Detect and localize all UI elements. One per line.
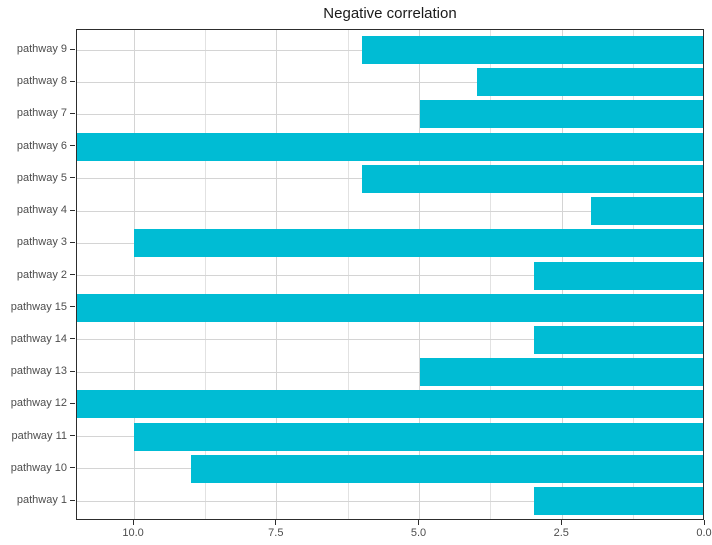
y-tick-label: pathway 4 <box>16 204 67 217</box>
y-tick-mark <box>70 112 75 114</box>
y-tick-mark <box>70 209 75 211</box>
bar-pathway-13 <box>419 358 703 387</box>
gridline-horizontal-major <box>77 210 703 212</box>
gridline-horizontal-major <box>77 371 703 373</box>
y-tick-mark <box>70 48 75 50</box>
y-tick-mark <box>70 80 75 82</box>
y-tick-label: pathway 13 <box>10 365 67 378</box>
x-tick-mark <box>560 520 562 525</box>
y-tick-mark <box>70 499 75 501</box>
y-tick-label: pathway 7 <box>16 107 67 120</box>
gridline-horizontal-major <box>77 113 703 115</box>
y-tick-mark <box>70 145 75 147</box>
y-tick-label: pathway 5 <box>16 171 67 184</box>
bar-pathway-5 <box>362 164 703 193</box>
bar-pathway-9 <box>362 36 703 64</box>
x-tick-label: 5.0 <box>410 527 427 539</box>
y-tick-label: pathway 8 <box>16 75 67 88</box>
gridline-vertical-major <box>419 30 421 519</box>
y-tick-mark <box>70 370 75 372</box>
gridline-vertical-minor <box>204 30 206 519</box>
x-tick-mark <box>275 520 277 525</box>
bar-pathway-8 <box>476 68 703 97</box>
y-tick-label: pathway 1 <box>16 494 67 506</box>
x-tick-label: 0.0 <box>696 527 712 539</box>
x-axis: 10.0 7.5 5.0 2.5 0.0 <box>76 520 712 545</box>
y-tick-mark <box>70 435 75 437</box>
bar-pathway-12 <box>77 390 703 419</box>
y-tick-mark <box>70 338 75 340</box>
x-tick-label: 7.5 <box>268 527 284 539</box>
y-tick-label: pathway 10 <box>10 461 67 474</box>
y-tick-mark <box>70 274 75 275</box>
y-tick-mark <box>70 177 75 179</box>
gridline-horizontal-major <box>77 339 703 341</box>
plot-panel <box>76 29 704 520</box>
gridline-vertical-major <box>133 30 135 519</box>
y-tick-label: pathway 11 <box>11 429 67 442</box>
bar-pathway-6 <box>77 132 703 161</box>
bar-pathway-11 <box>134 422 703 451</box>
gridline-vertical-major <box>276 30 278 519</box>
bar-pathway-7 <box>419 100 703 129</box>
gridline-horizontal-major <box>77 275 703 276</box>
gridline-vertical-minor <box>347 30 349 519</box>
x-tick-label: 10.0 <box>122 527 144 539</box>
y-tick-mark <box>70 467 75 469</box>
chart-title: Negative correlation <box>323 5 457 22</box>
x-tick-mark <box>703 520 705 525</box>
y-tick-label: pathway 6 <box>16 139 67 152</box>
y-tick-mark <box>70 306 75 308</box>
bar-pathway-1 <box>533 487 703 515</box>
y-tick-label: pathway 9 <box>16 43 67 55</box>
y-tick-label: pathway 2 <box>16 268 67 281</box>
y-tick-label: pathway 12 <box>10 397 67 410</box>
bar-pathway-2 <box>533 261 703 290</box>
bar-pathway-14 <box>533 325 703 354</box>
bar-pathway-3 <box>134 229 703 258</box>
gridline-vertical-minor <box>490 30 492 519</box>
y-axis: pathway 9 pathway 8 pathway 7 pathway 6 path… <box>0 29 76 520</box>
x-tick-mark <box>132 520 134 525</box>
y-tick-mark <box>70 402 75 404</box>
y-tick-label: pathway 3 <box>16 236 67 249</box>
y-tick-label: pathway 15 <box>10 300 67 313</box>
gridline-horizontal-major <box>77 500 703 502</box>
gridline-horizontal-major <box>77 81 703 83</box>
x-tick-mark <box>418 520 420 525</box>
x-tick-label: 2.5 <box>553 527 569 539</box>
bar-pathway-10 <box>191 454 703 483</box>
bar-pathway-4 <box>590 197 703 226</box>
bar-pathway-15 <box>77 293 703 322</box>
y-tick-mark <box>70 241 75 243</box>
y-tick-label: pathway 14 <box>10 332 67 345</box>
